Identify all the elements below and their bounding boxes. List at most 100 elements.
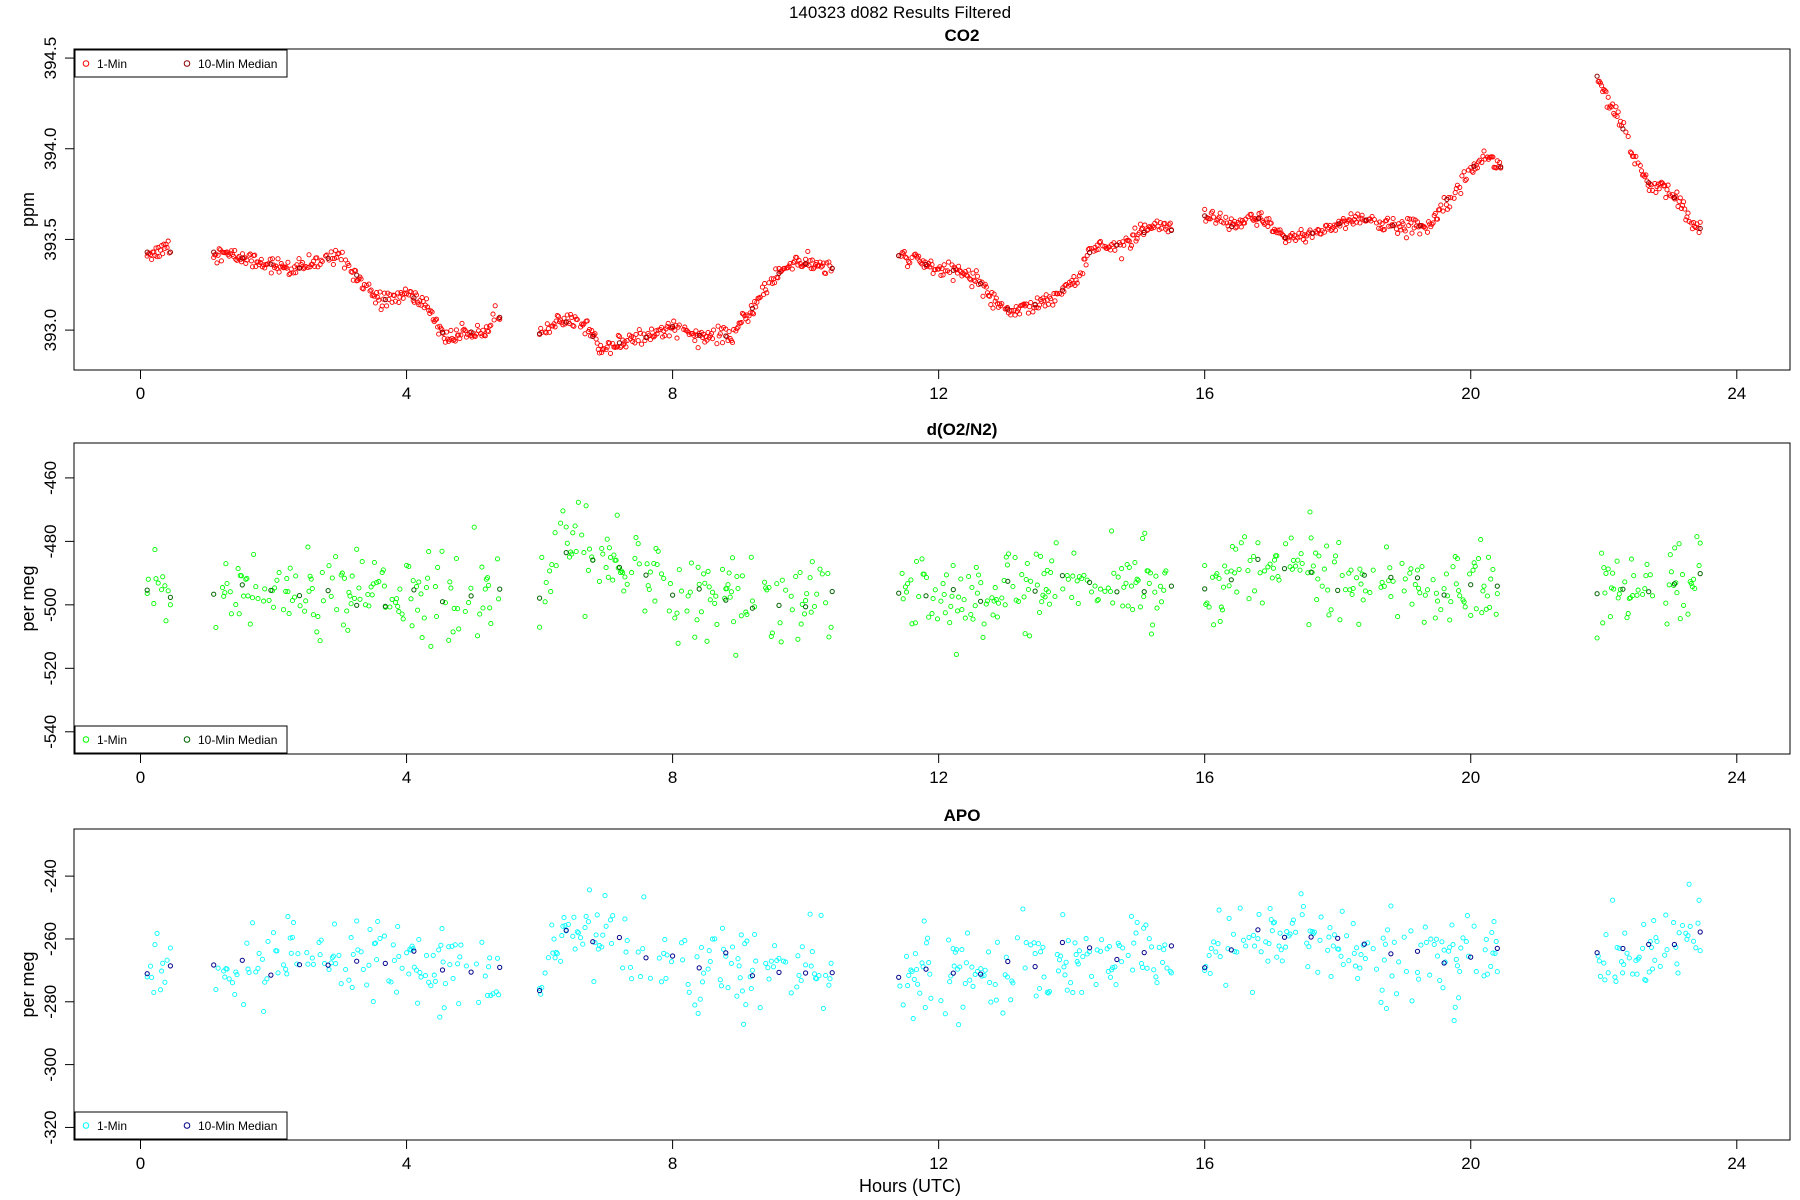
- one-min-point: [287, 270, 293, 277]
- one-min-point: [1597, 973, 1603, 979]
- one-min-point: [480, 327, 486, 333]
- one-min-point: [993, 997, 999, 1003]
- one-min-point: [269, 256, 275, 262]
- median-point: [643, 572, 649, 578]
- one-min-point: [826, 982, 832, 988]
- one-min-point: [1326, 934, 1332, 940]
- one-min-point: [1626, 955, 1632, 961]
- one-min-point: [1422, 924, 1428, 930]
- one-min-point: [1110, 964, 1116, 971]
- one-min-point: [1467, 571, 1473, 577]
- legend: 1-Min 10-Min Median: [74, 725, 288, 754]
- one-min-point: [1220, 220, 1227, 226]
- one-min-point: [706, 948, 712, 954]
- one-min-point: [394, 596, 400, 602]
- one-min-point: [805, 248, 811, 254]
- one-min-point: [930, 596, 936, 602]
- one-min-point: [737, 975, 743, 981]
- one-min-point: [1298, 551, 1304, 557]
- one-min-point: [1268, 220, 1274, 226]
- one-min-point: [1075, 961, 1081, 967]
- one-min-point: [1138, 226, 1145, 232]
- one-min-point: [222, 590, 228, 596]
- one-min-point: [1440, 208, 1446, 214]
- one-min-point: [1380, 935, 1386, 941]
- one-min-point: [458, 332, 464, 338]
- one-min-point: [1631, 573, 1637, 579]
- one-min-point: [704, 638, 710, 644]
- one-min-point: [401, 291, 407, 297]
- median-point: [1308, 569, 1314, 575]
- one-min-point: [801, 611, 808, 617]
- one-min-point: [1433, 936, 1439, 942]
- one-min-point: [743, 1002, 749, 1008]
- one-min-point: [1441, 586, 1447, 592]
- one-min-point: [667, 581, 673, 587]
- one-min-point: [909, 621, 915, 627]
- one-min-point: [159, 968, 165, 974]
- one-min-point: [549, 562, 555, 568]
- one-min-point: [658, 979, 665, 985]
- one-min-point: [983, 284, 989, 290]
- one-min-point: [1283, 944, 1289, 950]
- plot-frame: [73, 48, 1791, 371]
- one-min-point: [347, 593, 353, 599]
- one-min-point: [1395, 614, 1401, 620]
- one-min-point: [1464, 913, 1470, 919]
- one-min-point: [1370, 946, 1376, 952]
- median-point: [1032, 588, 1038, 594]
- one-min-point: [448, 585, 454, 591]
- one-min-point: [948, 603, 954, 609]
- x-tick-label: 24: [1727, 768, 1746, 787]
- one-min-point: [370, 999, 376, 1005]
- one-min-point: [346, 263, 352, 269]
- median-point: [1361, 572, 1367, 578]
- one-min-point: [1093, 247, 1099, 253]
- one-min-point: [387, 604, 393, 610]
- one-min-point: [251, 551, 257, 557]
- one-min-point: [165, 238, 171, 244]
- one-min-point: [162, 583, 168, 589]
- one-min-point: [319, 569, 325, 576]
- one-min-point: [1432, 210, 1438, 217]
- one-min-point: [1492, 950, 1498, 956]
- one-min-point: [695, 1010, 701, 1016]
- one-min-point: [811, 603, 818, 610]
- one-min-point: [163, 618, 169, 624]
- one-min-point: [379, 569, 385, 576]
- one-min-point: [1623, 129, 1629, 135]
- one-min-point: [1408, 928, 1414, 934]
- one-min-point: [162, 979, 168, 985]
- one-min-point: [381, 290, 387, 296]
- one-min-point: [157, 247, 164, 253]
- one-min-point: [1240, 937, 1247, 943]
- one-min-point: [1362, 588, 1368, 594]
- one-min-point: [1150, 622, 1156, 628]
- one-min-point: [423, 953, 430, 959]
- one-min-point: [552, 324, 558, 330]
- one-min-point: [773, 266, 779, 272]
- one-min-point: [788, 593, 794, 599]
- one-min-point: [1691, 938, 1697, 944]
- one-min-point: [425, 575, 431, 581]
- one-min-point: [1004, 974, 1010, 980]
- one-min-point: [1671, 920, 1677, 926]
- legend-box: [74, 49, 288, 78]
- one-min-point: [820, 260, 826, 266]
- x-tick-label: 16: [1195, 1154, 1214, 1173]
- x-tick-label: 20: [1461, 1154, 1480, 1173]
- one-min-point: [1666, 582, 1672, 588]
- one-min-point: [343, 966, 349, 973]
- one-min-point: [1245, 568, 1251, 574]
- one-min-point: [1233, 546, 1239, 552]
- one-min-point: [1142, 222, 1148, 228]
- one-min-point: [1416, 976, 1422, 982]
- one-min-point: [1290, 917, 1296, 923]
- one-min-point: [1676, 541, 1682, 547]
- one-min-point: [1035, 941, 1041, 947]
- median-point: [167, 594, 173, 601]
- one-min-point: [1482, 947, 1488, 953]
- one-min-point: [600, 932, 606, 938]
- one-min-point: [319, 258, 325, 264]
- one-min-point: [1657, 963, 1663, 969]
